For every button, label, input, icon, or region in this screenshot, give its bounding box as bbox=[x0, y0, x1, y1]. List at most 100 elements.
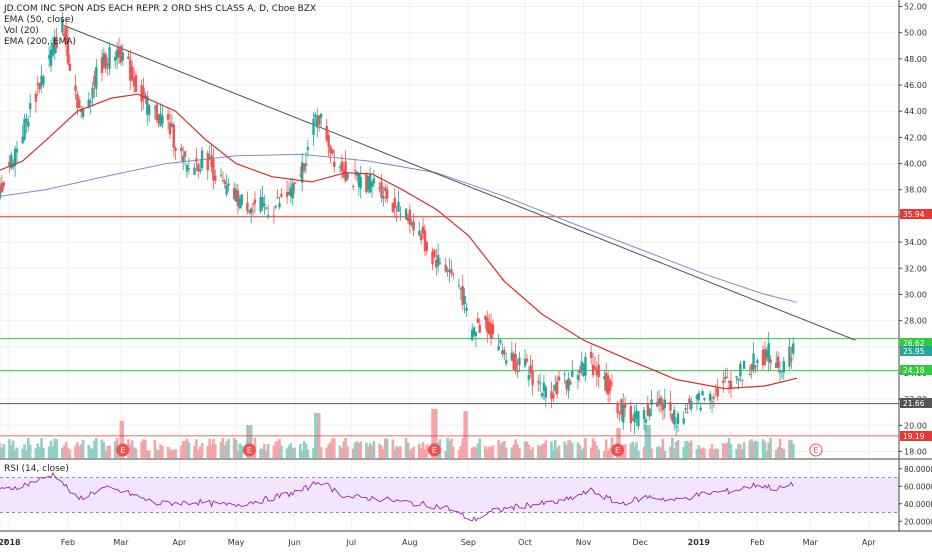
candle-body bbox=[385, 189, 389, 199]
volume-bar bbox=[21, 448, 24, 458]
volume-bar bbox=[476, 443, 480, 458]
candle-body bbox=[174, 148, 177, 151]
volume-bar bbox=[523, 441, 527, 458]
candle-body bbox=[767, 343, 770, 362]
candle-body bbox=[161, 115, 164, 124]
volume-bar bbox=[708, 448, 712, 458]
candle-body bbox=[227, 183, 230, 186]
candle-body bbox=[563, 373, 566, 375]
candle-body bbox=[331, 149, 334, 154]
candle-body bbox=[742, 361, 746, 369]
volume-bar bbox=[170, 450, 174, 458]
volume-bar bbox=[10, 445, 13, 458]
candle-body bbox=[53, 37, 56, 54]
volume-bar bbox=[161, 446, 164, 458]
price-tick-label: 18.00 bbox=[904, 447, 927, 456]
volume-bar bbox=[790, 440, 793, 458]
volume-bar bbox=[540, 444, 544, 458]
volume-bar bbox=[391, 439, 395, 458]
volume-bar bbox=[629, 443, 633, 458]
candle-body bbox=[170, 124, 174, 128]
legend-ema50: EMA (50, close) bbox=[4, 15, 74, 25]
volume-bar bbox=[608, 448, 612, 458]
volume-bar bbox=[550, 441, 553, 458]
volume-bar bbox=[181, 440, 185, 458]
volume-bar bbox=[417, 443, 421, 458]
legend-ema200: EMA (200, EMA) bbox=[4, 37, 76, 47]
price-tick-label: 28.00 bbox=[904, 317, 927, 326]
candle-body bbox=[663, 399, 667, 409]
volume-bar bbox=[119, 420, 123, 458]
price-tick-label: 32.00 bbox=[904, 264, 927, 273]
volume-bar bbox=[672, 448, 676, 458]
volume-bar bbox=[42, 447, 45, 458]
volume-bar bbox=[433, 408, 436, 458]
volume-bar bbox=[61, 447, 64, 458]
volume-bar bbox=[357, 443, 361, 458]
candle-body bbox=[240, 194, 243, 205]
volume-bar bbox=[470, 447, 474, 458]
volume-bar bbox=[774, 450, 778, 458]
volume-bar bbox=[701, 447, 704, 458]
candle-body bbox=[95, 67, 98, 90]
time-tick-label: Aug bbox=[402, 538, 418, 547]
volume-bar bbox=[725, 442, 729, 458]
candle-body bbox=[497, 345, 500, 351]
candle-body bbox=[450, 269, 453, 274]
candle-body bbox=[580, 361, 583, 370]
volume-bar bbox=[657, 446, 661, 458]
volume-bar bbox=[531, 447, 534, 458]
candle-body bbox=[756, 360, 759, 364]
candle-body bbox=[642, 410, 646, 420]
volume-bar bbox=[383, 438, 387, 458]
volume-bar bbox=[185, 438, 189, 458]
earnings-marker bbox=[116, 443, 130, 457]
volume-bar bbox=[514, 439, 517, 458]
candle-body bbox=[212, 159, 215, 181]
volume-bar bbox=[172, 449, 176, 458]
volume-bar bbox=[616, 428, 619, 458]
candle-body bbox=[197, 164, 200, 172]
volume-bar bbox=[276, 441, 279, 458]
rsi-legend: RSI (14, close) bbox=[4, 464, 69, 474]
volume-bar bbox=[395, 446, 398, 458]
volume-bar bbox=[212, 438, 215, 458]
ema200-line bbox=[0, 153, 798, 303]
candle-body bbox=[285, 192, 289, 197]
candle-body bbox=[393, 198, 396, 209]
candle-body bbox=[433, 250, 436, 257]
candle-body bbox=[299, 175, 302, 177]
candle-body bbox=[618, 413, 621, 415]
candle-body bbox=[146, 96, 149, 115]
volume-bar bbox=[669, 446, 672, 458]
volume-bar bbox=[219, 441, 223, 458]
candle-body bbox=[491, 324, 495, 334]
candle-body bbox=[265, 207, 268, 209]
volume-bar bbox=[576, 442, 580, 458]
candle-body bbox=[646, 403, 650, 416]
volume-bar bbox=[234, 439, 238, 458]
candle-body bbox=[438, 263, 442, 264]
volume-bar bbox=[380, 445, 383, 458]
candle-body bbox=[397, 201, 400, 212]
volume-bar bbox=[121, 420, 125, 458]
price-tick-label: 44.00 bbox=[904, 107, 927, 116]
price-label-box bbox=[900, 209, 932, 219]
volume-bar bbox=[510, 447, 514, 458]
candle-body bbox=[225, 184, 228, 195]
candle-body bbox=[512, 353, 515, 370]
volume-bar bbox=[518, 447, 521, 458]
volume-bar bbox=[648, 425, 651, 458]
volume-bar bbox=[750, 439, 753, 458]
candle-body bbox=[703, 397, 706, 400]
candle-body bbox=[219, 175, 223, 177]
volume-bar bbox=[752, 442, 755, 458]
candle-body bbox=[195, 158, 198, 162]
chart-legend: JD.COM INC SPON ADS EACH REPR 2 ORD SHS … bbox=[4, 4, 316, 48]
candle-body bbox=[448, 269, 451, 272]
volume-bar bbox=[410, 448, 414, 458]
volume-bar bbox=[688, 442, 691, 458]
rsi-tick-label: 60.0000 bbox=[904, 482, 932, 491]
candle-body bbox=[754, 365, 757, 368]
